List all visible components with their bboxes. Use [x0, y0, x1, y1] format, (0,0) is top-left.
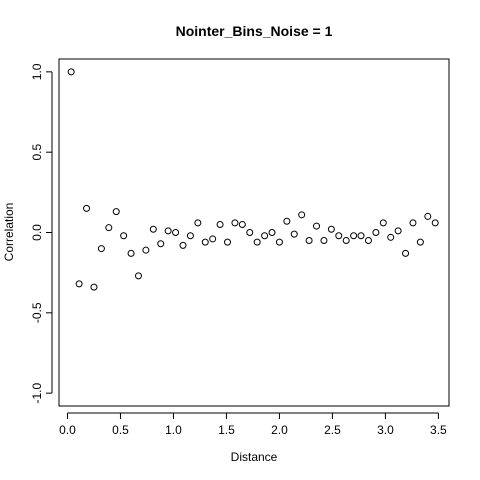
x-tick-label: 3.0: [377, 423, 394, 437]
x-tick-label: 1.0: [165, 423, 182, 437]
data-point: [164, 227, 172, 235]
data-point: [231, 219, 239, 227]
data-point: [90, 283, 98, 291]
data-point: [83, 204, 91, 212]
data-point: [424, 212, 432, 220]
data-point: [409, 219, 417, 227]
data-point: [224, 238, 232, 246]
data-point: [253, 238, 261, 246]
y-tick-label: 0.0: [30, 224, 44, 241]
data-point: [246, 229, 254, 236]
data-point: [350, 232, 358, 240]
data-point: [335, 232, 343, 240]
data-point: [372, 229, 380, 236]
data-point: [290, 230, 298, 238]
data-point: [97, 245, 105, 253]
data-point: [238, 220, 246, 228]
data-point: [283, 217, 291, 225]
data-point: [194, 219, 202, 227]
x-axis: 0.0 0.5 1.0 1.5 2.0 2.5 3.0 3.5: [59, 412, 447, 437]
data-point: [268, 229, 276, 236]
y-tick-label: 1.0: [30, 63, 44, 80]
data-point: [105, 224, 113, 232]
data-point: [179, 241, 187, 249]
data-point: [157, 240, 165, 248]
x-tick-label: 0.0: [59, 423, 76, 437]
data-point: [120, 232, 128, 240]
y-axis: -1.0 -0.5 0.0 0.5 1.0: [30, 63, 53, 403]
x-tick-label: 0.5: [112, 423, 129, 437]
y-tick-label: -1.0: [30, 382, 44, 403]
data-point: [201, 238, 209, 246]
data-point: [134, 272, 142, 280]
data-point: [112, 208, 120, 216]
data-point: [416, 238, 424, 246]
data-point: [305, 237, 313, 245]
data-points: [67, 68, 439, 291]
data-point: [75, 280, 83, 288]
x-tick-label: 2.0: [271, 423, 288, 437]
data-point: [186, 232, 194, 240]
data-point: [357, 232, 365, 240]
data-point: [342, 237, 350, 245]
x-axis-label: Distance: [231, 450, 278, 464]
data-point: [216, 220, 224, 228]
y-axis-label: Correlation: [2, 203, 16, 262]
x-tick-label: 3.5: [430, 423, 447, 437]
plot-frame: [58, 58, 450, 407]
data-point: [320, 237, 328, 245]
y-tick-label: 0.5: [30, 144, 44, 161]
data-point: [261, 232, 269, 240]
data-point: [379, 219, 387, 227]
data-point: [364, 237, 372, 245]
data-point: [209, 235, 217, 243]
x-tick-label: 2.5: [324, 423, 341, 437]
data-point: [275, 238, 283, 246]
data-point: [313, 222, 321, 230]
data-point: [127, 249, 135, 257]
data-point: [431, 219, 439, 227]
data-point: [394, 227, 402, 235]
data-point: [298, 211, 306, 219]
data-point: [67, 68, 75, 76]
chart-title: Nointer_Bins_Noise = 1: [176, 23, 333, 39]
data-point: [142, 246, 150, 254]
data-point: [327, 225, 335, 233]
data-point: [402, 249, 410, 257]
data-point: [149, 225, 157, 233]
data-point: [172, 229, 180, 236]
data-point: [387, 233, 395, 241]
y-tick-label: -0.5: [30, 302, 44, 323]
x-tick-label: 1.5: [218, 423, 235, 437]
